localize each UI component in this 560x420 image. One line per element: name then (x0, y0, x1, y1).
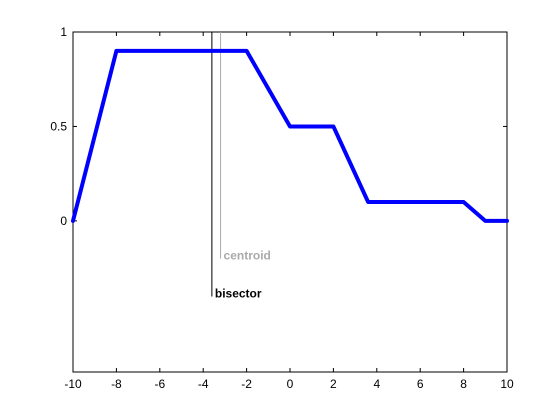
x-tick-label: 8 (460, 377, 467, 391)
annotations: bisector centroid (211, 32, 271, 300)
x-tick-label: 2 (330, 377, 337, 391)
axis-ticks: -10 -8 -6 -4 -2 0 2 4 6 8 10 0 0.5 1 (50, 25, 514, 391)
y-tick-label: 1 (60, 25, 67, 39)
centroid-label: centroid (224, 249, 271, 263)
y-tick-label: 0.5 (50, 119, 67, 133)
series-line (71, 48, 509, 223)
x-tick-label: 6 (417, 377, 424, 391)
x-tick-label: 10 (500, 377, 514, 391)
bisector-label: bisector (215, 286, 262, 300)
x-tick-label: -6 (154, 377, 165, 391)
data-series (71, 48, 509, 223)
x-tick-label: -4 (198, 377, 209, 391)
y-tick-label: 0 (60, 214, 67, 228)
x-tick-label: 0 (287, 377, 294, 391)
x-tick-label: -8 (111, 377, 122, 391)
x-tick-label: -2 (241, 377, 252, 391)
x-tick-label: -10 (64, 377, 82, 391)
x-tick-label: 4 (373, 377, 380, 391)
